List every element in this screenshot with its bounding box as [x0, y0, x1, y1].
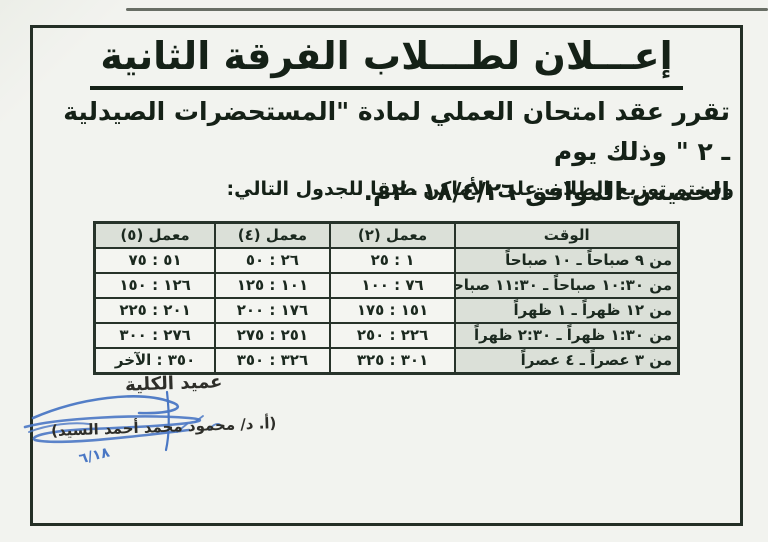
page-title: إعـــلان لطـــلاب الفرقة الثانية: [90, 33, 683, 90]
body-line-2: الخميس الموافق ٢٠١٨/٤/٢٦م.: [363, 177, 730, 206]
announcement-frame: إعـــلان لطـــلاب الفرقة الثانية تقرر عق…: [23, 25, 743, 526]
table-intro: وسيتم توزيع الطلاب على الأماكن طبقا للجد…: [226, 178, 734, 200]
body-line-1: تقرر عقد امتحان العملي لمادة "المستحضرات…: [63, 97, 730, 166]
time-cell: من ٣ عصراً ـ ٤ عصراً: [454, 347, 680, 375]
lab2-range-cell: ٣٠١ : ٣٢٥: [328, 347, 457, 375]
lab5-range-cell: ٣٥٠ : الآخر: [93, 347, 217, 375]
lab5-range-cell: ٥١ : ٧٥: [93, 247, 217, 274]
column-header-lab4: معمل (٤): [214, 221, 331, 249]
lab4-range-cell: ٢٦ : ٥٠: [214, 247, 331, 274]
column-header-lab2: معمل (٢): [328, 221, 457, 249]
signature-scribble-icon: [23, 390, 222, 452]
time-cell: من ١٢ ظهراً ـ ١ ظهراً: [454, 297, 680, 324]
table-row: من ١:٣٠ ظهراً ـ ٢:٣٠ ظهراً ٢٢٦ : ٢٥٠ ٢٥١…: [93, 322, 680, 349]
lab4-range-cell: ٣٢٦ : ٣٥٠: [214, 347, 331, 375]
lab5-range-cell: ٢٧٦ : ٣٠٠: [93, 322, 217, 349]
column-header-time: الوقت: [454, 221, 680, 249]
lab2-range-cell: ١٥١ : ١٧٥: [328, 297, 457, 324]
table-row: من ٩ صباحاً ـ ١٠ صباحاً ١ : ٢٥ ٢٦ : ٥٠ ٥…: [93, 247, 680, 274]
table-row: من ٣ عصراً ـ ٤ عصراً ٣٠١ : ٣٢٥ ٣٢٦ : ٣٥٠…: [93, 347, 680, 375]
lab4-range-cell: ١٠١ : ١٢٥: [214, 272, 331, 299]
table-row: من ١٠:٣٠ صباحاً ـ ١١:٣٠ صباحاً ٧٦ : ١٠٠ …: [93, 272, 680, 299]
time-cell: من ٩ صباحاً ـ ١٠ صباحاً: [454, 247, 680, 274]
header-row: الوقت معمل (٢) معمل (٤) معمل (٥): [93, 221, 680, 249]
column-header-lab5: معمل (٥): [93, 221, 217, 249]
lab5-range-cell: ١٢٦ : ١٥٠: [93, 272, 217, 299]
lab4-range-cell: ٢٥١ : ٢٧٥: [214, 322, 331, 349]
title-wrap: إعـــلان لطـــلاب الفرقة الثانية: [33, 33, 740, 90]
lab2-range-cell: ٧٦ : ١٠٠: [328, 272, 457, 299]
lab4-range-cell: ١٧٦ : ٢٠٠: [214, 297, 331, 324]
lab5-range-cell: ٢٠١ : ٢٢٥: [93, 297, 217, 324]
time-cell: من ١:٣٠ ظهراً ـ ٢:٣٠ ظهراً: [454, 322, 680, 349]
lab2-range-cell: ٢٢٦ : ٢٥٠: [328, 322, 457, 349]
lab2-range-cell: ١ : ٢٥: [328, 247, 457, 274]
exam-schedule-table: الوقت معمل (٢) معمل (٤) معمل (٥) من ٩ صب…: [93, 221, 680, 375]
announcement-body: تقرر عقد امتحان العملي لمادة "المستحضرات…: [49, 92, 730, 212]
table-row: من ١٢ ظهراً ـ ١ ظهراً ١٥١ : ١٧٥ ١٧٦ : ٢٠…: [93, 297, 680, 324]
time-cell: من ١٠:٣٠ صباحاً ـ ١١:٣٠ صباحاً: [454, 272, 680, 299]
scan-edge-line: [126, 8, 768, 11]
